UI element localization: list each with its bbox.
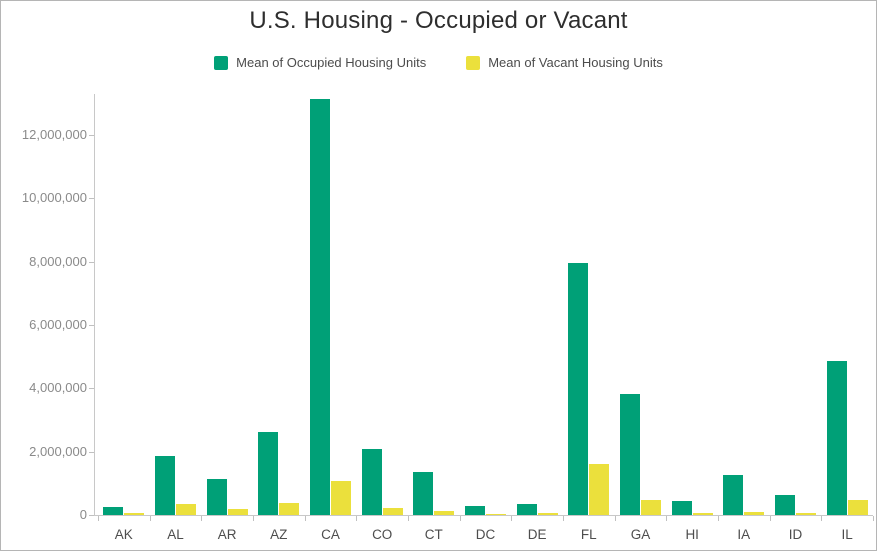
bar-vacant-DC[interactable] [486,514,506,515]
x-axis-label-ID: ID [788,527,803,542]
legend: Mean of Occupied Housing Units Mean of V… [1,55,876,70]
vacant-series-swatch-icon [466,55,481,70]
x-axis-label-CA: CA [321,527,340,542]
x-axis-label-AK: AK [114,527,133,542]
bar-vacant-FL[interactable] [589,464,610,515]
bar-occupied-AZ[interactable] [258,432,279,515]
x-axis-label-GA: GA [630,527,651,542]
bar-occupied-AK[interactable] [103,507,124,515]
x-axis-label-IL: IL [841,527,853,542]
bar-occupied-AL[interactable] [155,456,175,515]
bar-vacant-CO[interactable] [382,508,403,515]
x-axis-label-DE: DE [527,527,547,542]
legend-label-vacant: Mean of Vacant Housing Units [488,55,663,70]
bar-vacant-DE[interactable] [537,513,558,515]
x-axis-label-AL: AL [167,527,184,542]
x-axis-tick [253,516,254,521]
y-axis-tick [89,452,94,453]
y-axis-tick-label: 6,000,000 [29,317,87,332]
bar-vacant-CT[interactable] [434,511,455,515]
x-axis-tick [150,516,151,521]
x-axis-tick [821,516,822,521]
legend-item-occupied[interactable]: Mean of Occupied Housing Units [214,55,426,70]
bar-vacant-GA[interactable] [641,500,661,515]
bar-occupied-IL[interactable] [826,361,847,515]
y-axis-tick-label: 8,000,000 [29,254,87,269]
y-axis-tick-label: 2,000,000 [29,444,87,459]
y-axis-tick [89,515,94,516]
y-axis-tick-label: 4,000,000 [29,380,87,395]
bar-vacant-AZ[interactable] [279,503,300,515]
x-axis-label-AZ: AZ [270,527,288,542]
x-axis-label-HI: HI [685,527,699,542]
x-axis-label-CO: CO [372,527,393,542]
x-axis-tick [408,516,409,521]
bar-occupied-DE[interactable] [516,504,537,515]
x-axis-tick [718,516,719,521]
x-axis-tick [201,516,202,521]
x-axis-label-AR: AR [217,527,237,542]
y-axis-tick-label: 10,000,000 [21,190,87,205]
legend-label-occupied: Mean of Occupied Housing Units [236,55,427,70]
y-axis-tick [89,262,94,263]
x-axis-label-IA: IA [737,527,751,542]
x-axis-tick [666,516,667,521]
x-axis-tick [305,516,306,521]
bar-occupied-HI[interactable] [671,501,692,515]
y-axis-tick-label: 12,000,000 [21,127,87,142]
y-axis-tick [89,198,94,199]
x-axis-tick [460,516,461,521]
bar-vacant-IL[interactable] [847,500,868,515]
bar-vacant-CA[interactable] [331,481,351,515]
y-axis-tick [89,325,94,326]
x-axis-tick [563,516,564,521]
x-axis-label-FL: FL [580,527,597,542]
x-axis-tick [873,516,874,521]
x-axis-tick [770,516,771,521]
bar-occupied-CA[interactable] [310,99,330,515]
x-axis-tick [356,516,357,521]
bar-vacant-AK[interactable] [124,513,145,515]
chart-title: U.S. Housing - Occupied or Vacant [249,7,628,34]
bar-vacant-AL[interactable] [176,504,196,515]
bar-vacant-AR[interactable] [227,509,248,515]
bar-occupied-FL[interactable] [568,263,589,515]
bar-occupied-AR[interactable] [206,479,227,515]
x-axis-tick [511,516,512,521]
y-axis-tick [89,388,94,389]
bar-occupied-GA[interactable] [620,394,640,515]
bar-vacant-IA[interactable] [744,512,765,515]
y-axis-tick [89,135,94,136]
x-axis-label-CT: CT [424,527,443,542]
bar-occupied-CO[interactable] [361,449,382,515]
bar-occupied-ID[interactable] [775,495,795,515]
legend-item-vacant[interactable]: Mean of Vacant Housing Units [466,55,663,70]
bar-occupied-CT[interactable] [413,472,434,515]
x-axis-tick [615,516,616,521]
y-axis [94,94,95,516]
bar-vacant-HI[interactable] [692,513,713,515]
x-axis [94,515,873,516]
bar-occupied-DC[interactable] [465,506,485,515]
bar-occupied-IA[interactable] [723,475,744,515]
bar-vacant-ID[interactable] [796,513,816,515]
y-axis-tick-label: 0 [79,507,87,522]
x-axis-tick [98,516,99,521]
x-axis-label-DC: DC [475,527,496,542]
occupied-series-swatch-icon [214,55,229,70]
